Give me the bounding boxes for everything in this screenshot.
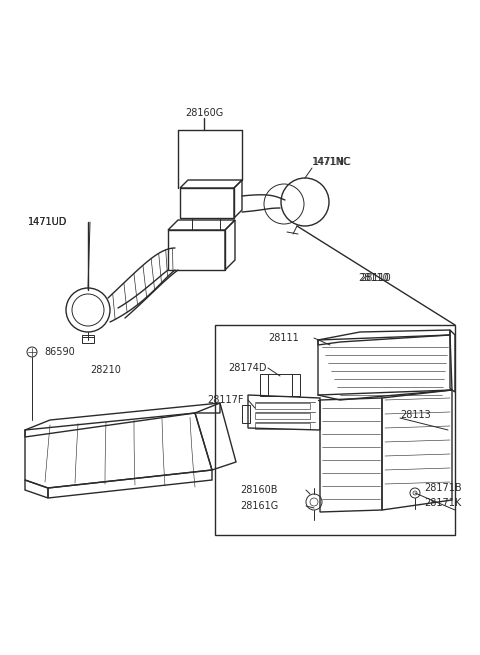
Bar [255,423,310,429]
Text: 28111: 28111 [268,333,299,343]
Text: 28113: 28113 [400,410,431,420]
Bar [215,325,455,535]
Text: 1471UD: 1471UD [28,217,67,227]
Text: 28117F: 28117F [207,395,243,405]
Bar [255,413,310,419]
Text: 1471NC: 1471NC [312,157,351,167]
Text: 28160G: 28160G [185,108,223,118]
Bar [255,403,310,409]
Bar [242,405,250,423]
Text: 28174D: 28174D [228,363,266,373]
Text: 28110: 28110 [358,273,389,283]
Text: 28160B: 28160B [240,485,277,495]
FancyBboxPatch shape [82,335,94,343]
Text: 1471UD: 1471UD [28,217,67,227]
Text: 86590: 86590 [44,347,75,357]
Text: 28110: 28110 [360,273,391,283]
Bar [260,374,300,396]
Text: 1471NC: 1471NC [313,157,352,167]
Text: 28171K: 28171K [424,498,461,508]
Text: 28210: 28210 [90,365,121,375]
Text: 28171B: 28171B [424,483,462,493]
Text: 28161G: 28161G [240,501,278,511]
